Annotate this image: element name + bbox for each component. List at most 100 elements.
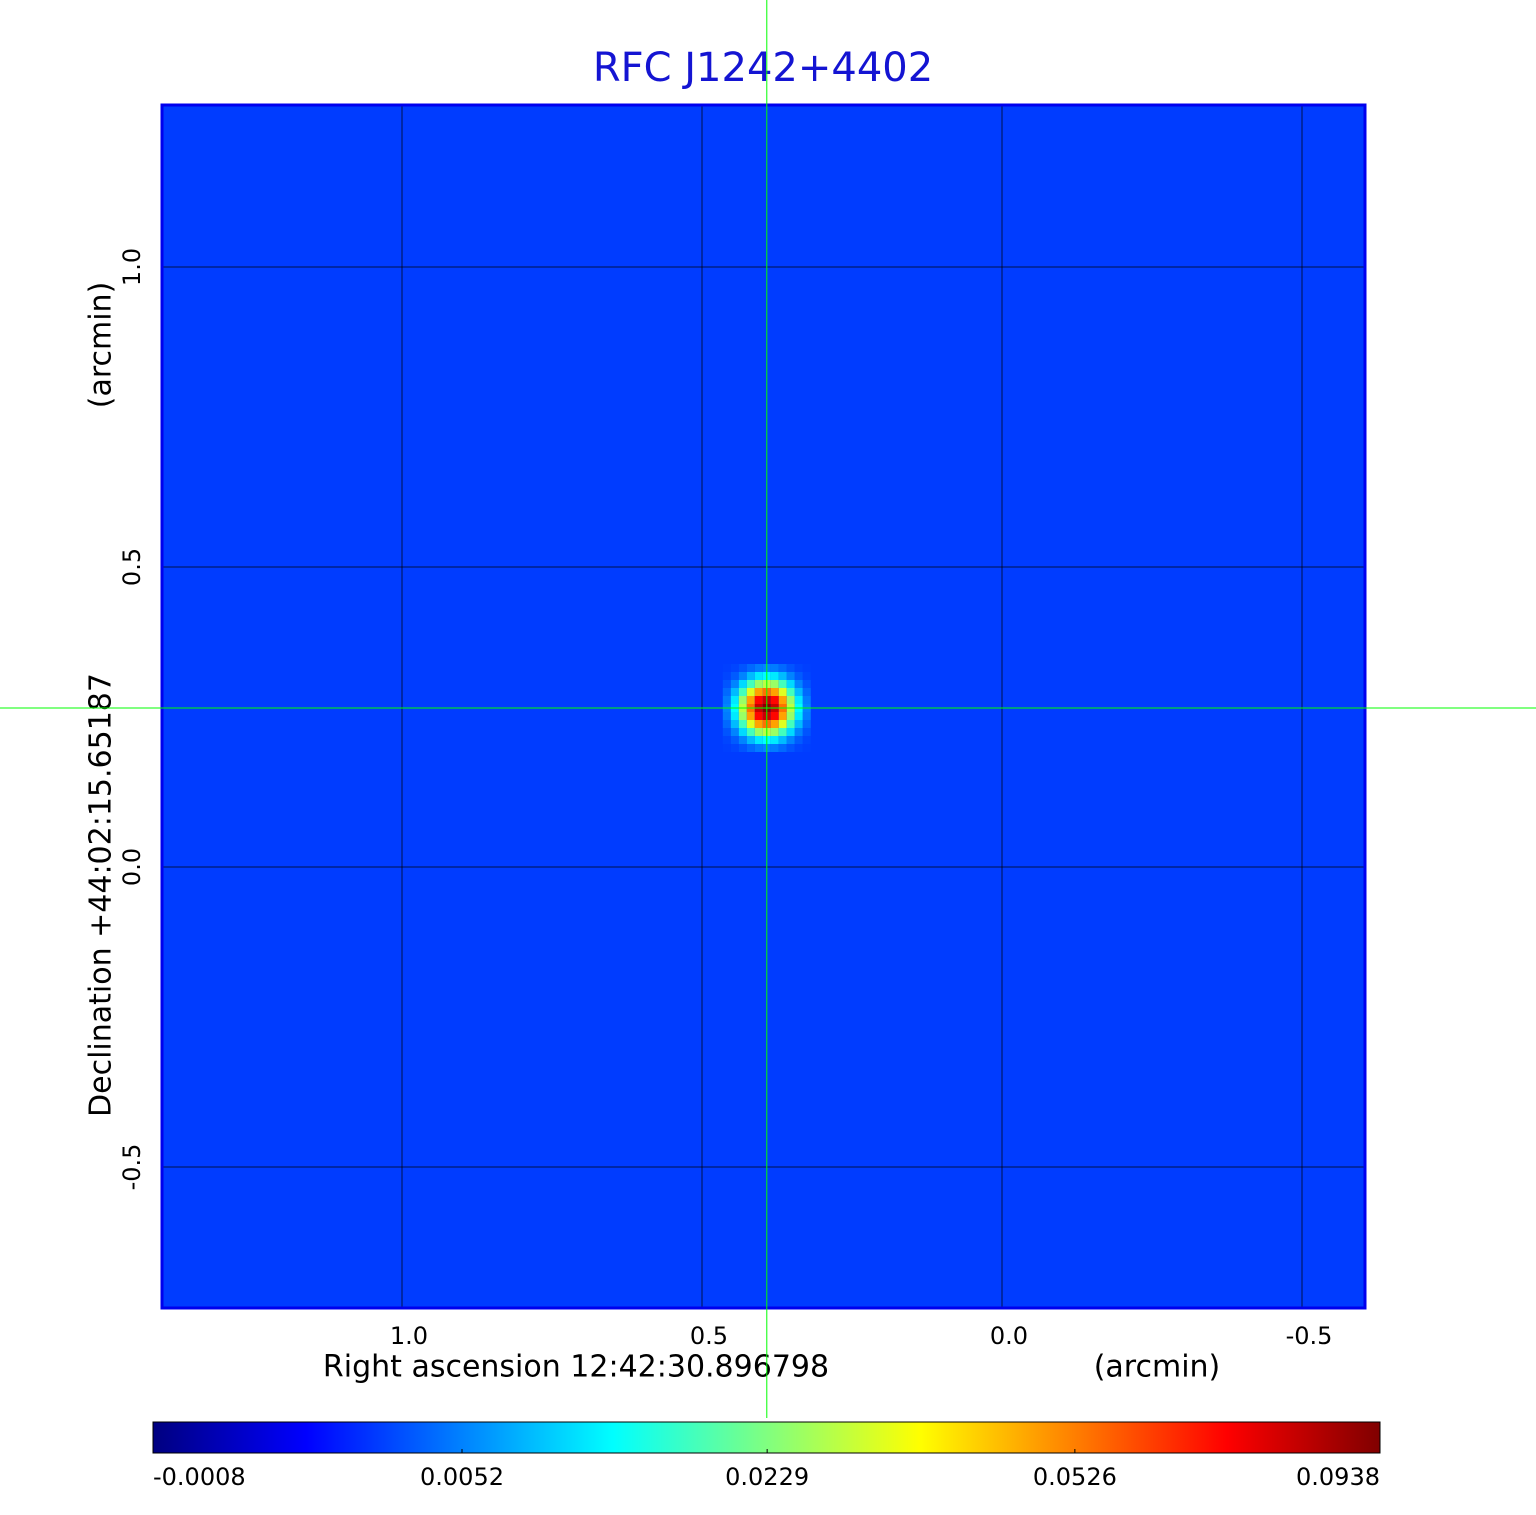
source-pixel <box>770 720 779 728</box>
source-pixel <box>778 728 787 736</box>
y-tick-label: -0.5 <box>118 1144 146 1191</box>
source-pixel <box>786 736 795 744</box>
source-pixel <box>746 664 755 672</box>
source-pixel <box>730 696 739 704</box>
source-pixel <box>778 680 787 688</box>
source-pixel <box>794 736 803 744</box>
source-pixel <box>722 688 731 696</box>
source-pixel <box>794 728 803 736</box>
colorbar-tick-label: 0.0229 <box>725 1463 809 1491</box>
source-pixel <box>730 728 739 736</box>
source-pixel <box>730 680 739 688</box>
source-pixel <box>722 696 731 704</box>
source-pixel <box>746 696 755 704</box>
source-pixel <box>754 744 763 752</box>
colorbar-tick-label: 0.0052 <box>420 1463 504 1491</box>
source-pixel <box>722 744 731 752</box>
source-pixel <box>722 736 731 744</box>
y-axis-label: Declination +44:02:15.65187 <box>84 673 119 1117</box>
source-pixel <box>746 680 755 688</box>
source-pixel <box>730 672 739 680</box>
source-pixel <box>746 720 755 728</box>
source-pixel <box>730 712 739 720</box>
colorbar <box>152 1421 1381 1454</box>
source-pixel <box>786 680 795 688</box>
source-pixel <box>802 688 811 696</box>
source-pixel <box>786 688 795 696</box>
y-tick-label: 1.0 <box>118 248 146 286</box>
source-pixel <box>778 736 787 744</box>
source-pixel <box>746 712 755 720</box>
source-pixel <box>730 744 739 752</box>
source-pixel <box>738 744 747 752</box>
colorbar-tick-label: -0.0008 <box>153 1463 246 1491</box>
source-pixel <box>786 664 795 672</box>
source-pixel <box>770 672 779 680</box>
source-pixel <box>738 672 747 680</box>
source-pixel <box>802 664 811 672</box>
source-pixel <box>754 720 763 728</box>
source-pixel <box>746 736 755 744</box>
y-tick-label: 0.0 <box>118 848 146 886</box>
source-pixel <box>778 744 787 752</box>
source-pixel <box>802 712 811 720</box>
source-pixel <box>786 712 795 720</box>
source-pixel <box>754 672 763 680</box>
source-pixel <box>770 680 779 688</box>
source-pixel <box>786 728 795 736</box>
source-pixel <box>738 696 747 704</box>
source-pixel <box>786 696 795 704</box>
source-pixel <box>802 720 811 728</box>
source-pixel <box>802 744 811 752</box>
source-pixel <box>802 736 811 744</box>
x-tick-label: 1.0 <box>390 1322 428 1350</box>
source-pixel <box>770 696 779 704</box>
source-pixel <box>722 720 731 728</box>
source-pixel <box>738 736 747 744</box>
image-frame <box>160 103 1367 1310</box>
y-axis-unit: (arcmin) <box>84 282 119 409</box>
source-pixel <box>754 680 763 688</box>
x-axis-unit: (arcmin) <box>1094 1350 1221 1385</box>
source-pixel <box>770 664 779 672</box>
source-pixel <box>738 688 747 696</box>
source-pixel <box>778 672 787 680</box>
source-pixel <box>722 712 731 720</box>
source-pixel <box>722 680 731 688</box>
source-pixel <box>722 664 731 672</box>
source-pixel <box>778 688 787 696</box>
source-pixel <box>794 696 803 704</box>
source-pixel <box>770 736 779 744</box>
x-axis-label: Right ascension 12:42:30.896798 <box>323 1350 829 1385</box>
source-pixel <box>730 736 739 744</box>
source-pixel <box>754 688 763 696</box>
source-pixel <box>738 680 747 688</box>
source-pixel <box>738 728 747 736</box>
source-pixel <box>730 720 739 728</box>
source-pixel <box>754 664 763 672</box>
source-pixel <box>794 680 803 688</box>
source-pixel <box>802 696 811 704</box>
x-tick-label: 0.5 <box>690 1322 728 1350</box>
source-pixel <box>794 664 803 672</box>
y-tick-label: 0.5 <box>118 548 146 586</box>
colorbar-tick-label: 0.0526 <box>1033 1463 1117 1491</box>
source-pixel <box>786 720 795 728</box>
source-pixel <box>794 712 803 720</box>
source-pixel <box>722 728 731 736</box>
source-pixel <box>730 688 739 696</box>
source-pixel <box>746 688 755 696</box>
source-pixel <box>786 672 795 680</box>
source-pixel <box>754 728 763 736</box>
source-pixel <box>738 720 747 728</box>
source-pixel <box>778 664 787 672</box>
source-pixel <box>778 720 787 728</box>
source-pixel <box>794 688 803 696</box>
source-pixel <box>802 680 811 688</box>
source-pixel <box>722 672 731 680</box>
source-pixel <box>794 672 803 680</box>
source-pixel <box>754 712 763 720</box>
source-pixel <box>770 744 779 752</box>
colorbar-tick-label: 0.0938 <box>1296 1463 1380 1491</box>
